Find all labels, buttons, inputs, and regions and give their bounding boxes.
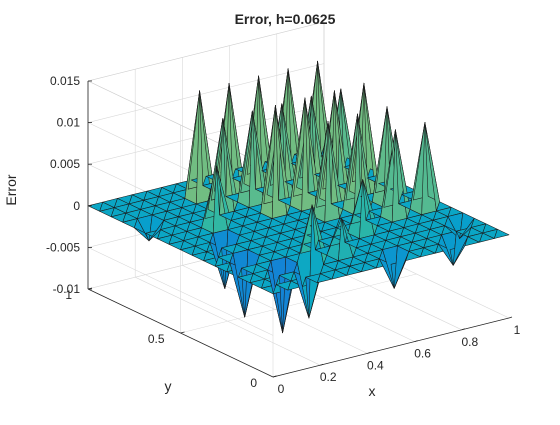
z-tick-label: 0 (73, 199, 80, 213)
x-tick-label: 0.2 (320, 370, 337, 384)
x-tick-mark (367, 352, 371, 354)
y-tick-label: 1 (65, 288, 72, 302)
tick-labels: 00.20.40.60.8100.51-0.01-0.00500.0050.01… (46, 74, 521, 396)
x-tick-label: 0.4 (367, 358, 384, 372)
surface-facet (494, 229, 510, 239)
x-axis-label: x (369, 383, 376, 399)
x-tick-mark (320, 363, 324, 366)
x-tick-label: 1 (514, 323, 521, 337)
back-edge-top (87, 21, 325, 82)
z-tick-label: -0.005 (46, 240, 80, 254)
x-tick-mark (461, 328, 465, 331)
back-gridline-z-4 (87, 63, 325, 123)
z-axis-label: Error (3, 174, 19, 205)
surface-mesh (87, 60, 510, 334)
y-tick-label: 0.5 (148, 332, 165, 346)
x-tick-mark (508, 316, 513, 319)
x-tick-label: 0.6 (414, 347, 431, 361)
left-gridline-z-1 (87, 247, 274, 336)
y-tick-mark (180, 331, 185, 334)
z-tick-label: 0.01 (57, 116, 81, 130)
x-tick-mark (414, 340, 418, 342)
x-tick-label: 0 (278, 382, 285, 396)
chart-title: Error, h=0.0625 (235, 11, 336, 27)
z-tick-label: 0.015 (50, 74, 80, 88)
z-tick-label: -0.01 (53, 282, 81, 296)
y-axis-label: y (165, 378, 172, 394)
left-edge-top (87, 80, 274, 170)
z-tick-label: 0.005 (50, 157, 80, 171)
y-tick-mark (272, 375, 278, 378)
x-axis-line (272, 317, 510, 378)
y-tick-label: 0 (250, 376, 257, 390)
floor-gridline-y-1 (180, 273, 417, 334)
x-tick-label: 0.8 (461, 335, 478, 349)
